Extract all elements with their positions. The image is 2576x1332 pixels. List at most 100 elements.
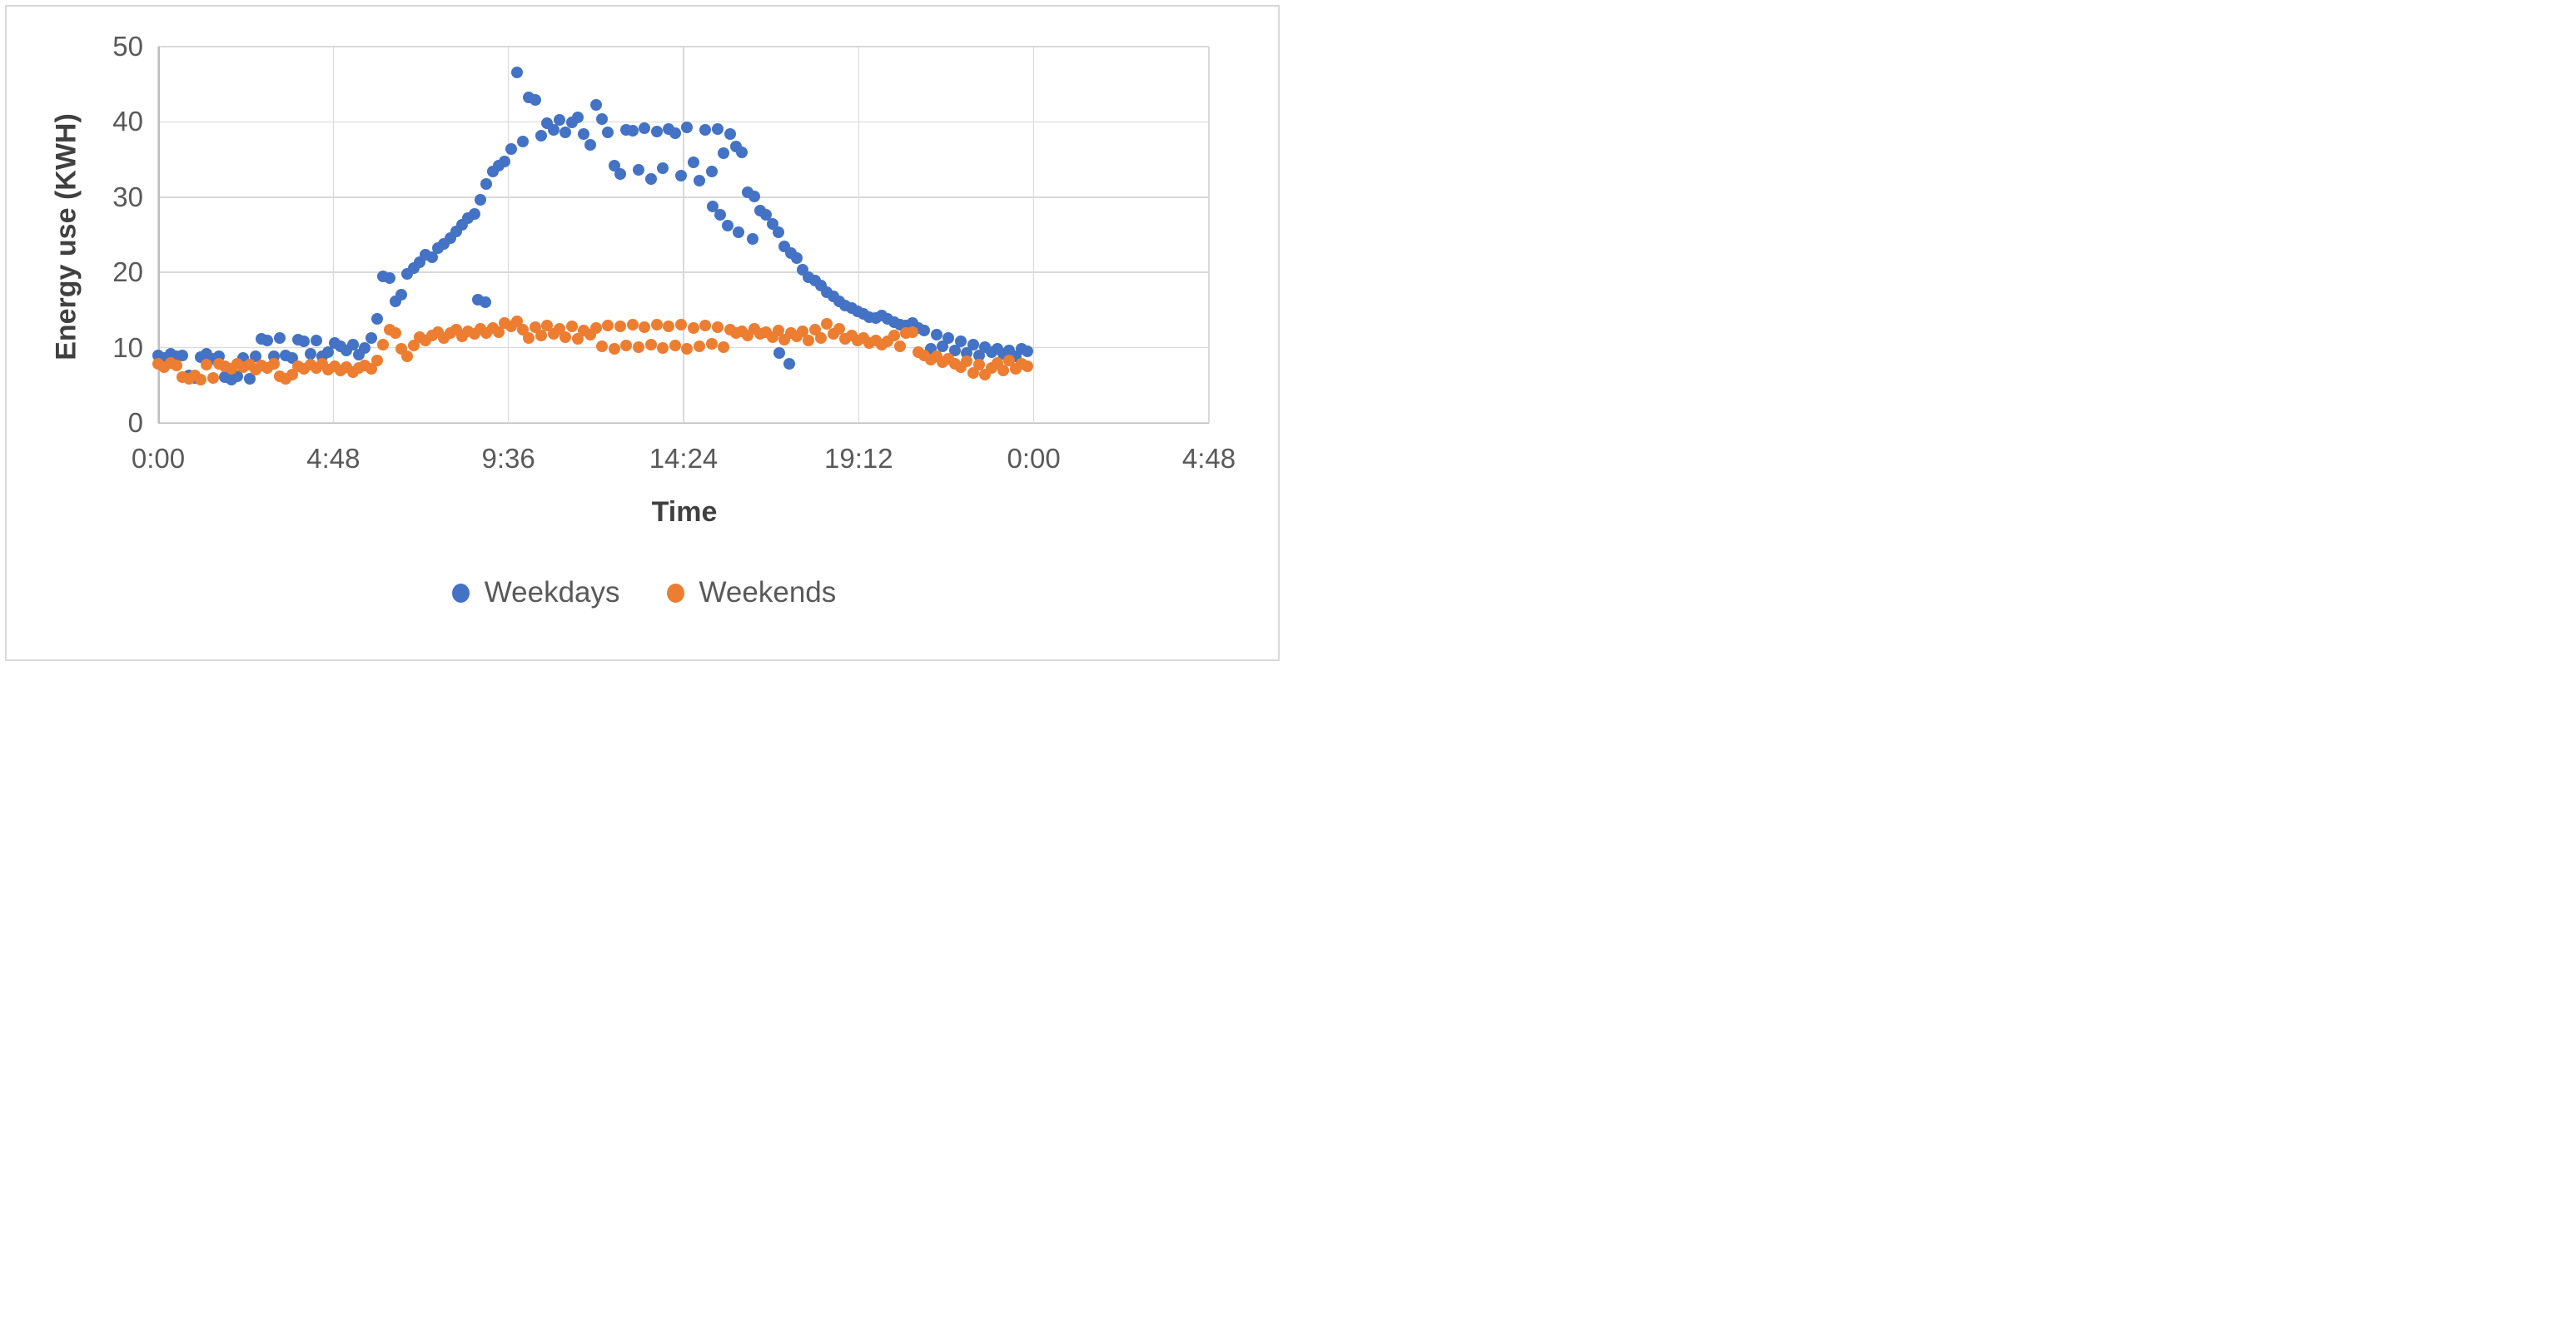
- data-point-weekends: [657, 341, 669, 354]
- data-point-weekends: [693, 340, 705, 352]
- data-point-weekends: [821, 317, 833, 330]
- data-point-weekdays: [177, 349, 189, 361]
- data-point-weekdays: [322, 346, 335, 359]
- weekends-marker-icon: [666, 583, 684, 603]
- data-point-weekdays: [480, 177, 493, 190]
- data-point-weekdays: [942, 331, 955, 344]
- data-point-weekends: [718, 340, 730, 353]
- data-point-weekdays: [736, 147, 748, 159]
- data-point-weekends: [663, 321, 675, 333]
- data-point-weekends: [626, 319, 639, 331]
- data-point-weekdays: [748, 190, 760, 202]
- data-point-weekdays: [773, 346, 786, 359]
- data-point-weekends: [705, 338, 718, 350]
- x-axis-tick-label: 0:00: [1007, 443, 1061, 474]
- data-point-weekdays: [395, 289, 408, 301]
- data-point-weekends: [614, 321, 627, 333]
- data-point-weekdays: [596, 112, 609, 125]
- chart-legend: Weekdays Weekends: [0, 576, 1288, 609]
- data-point-weekdays: [274, 331, 286, 344]
- legend-label-weekdays: Weekdays: [484, 576, 620, 609]
- data-point-weekends: [535, 330, 548, 342]
- data-point-weekdays: [425, 251, 438, 264]
- x-axis-line: [158, 422, 1209, 424]
- data-point-weekdays: [475, 194, 487, 206]
- y-axis-tick-label: 20: [112, 256, 143, 288]
- data-point-weekdays: [930, 329, 942, 341]
- data-point-weekends: [797, 325, 809, 337]
- y-axis-title: Energy use (KWH): [50, 113, 82, 360]
- data-point-weekends: [602, 320, 614, 332]
- data-point-weekdays: [687, 157, 699, 169]
- data-point-weekdays: [510, 66, 523, 78]
- data-point-weekends: [906, 326, 918, 338]
- data-point-weekdays: [505, 142, 517, 155]
- data-point-weekdays: [370, 313, 383, 326]
- data-point-weekdays: [693, 174, 705, 186]
- x-axis-tick-label: 14:24: [649, 443, 719, 474]
- data-point-weekdays: [681, 121, 694, 133]
- data-point-weekends: [267, 358, 280, 370]
- scatter-chart-figure: 0:00 4:48 9:36 14:24 19:12 0:00 4:48 0 10 20 30 40 5…: [0, 0, 1288, 666]
- data-point-weekdays: [383, 272, 395, 285]
- data-point-weekdays: [657, 162, 669, 174]
- data-point-weekends: [377, 338, 390, 350]
- data-point-weekdays: [359, 341, 371, 354]
- x-axis-tick-label: 4:48: [306, 443, 361, 474]
- data-point-weekends: [711, 321, 724, 334]
- data-point-weekdays: [644, 173, 657, 186]
- data-point-weekdays: [517, 135, 530, 147]
- data-point-weekends: [632, 340, 644, 353]
- data-point-weekdays: [675, 170, 688, 182]
- data-point-weekdays: [639, 122, 651, 134]
- data-point-weekends: [687, 322, 699, 335]
- y-axis-tick-label: 30: [112, 181, 143, 212]
- data-point-weekends: [972, 359, 985, 371]
- x-axis-tick-label: 0:00: [131, 443, 186, 474]
- data-point-weekdays: [589, 98, 602, 111]
- data-point-weekends: [893, 340, 906, 352]
- data-point-weekends: [815, 331, 828, 344]
- y-axis-tick-label: 40: [112, 106, 143, 137]
- data-point-weekends: [997, 364, 1010, 376]
- data-point-weekdays: [967, 338, 979, 350]
- data-point-weekdays: [699, 124, 712, 137]
- v-gridline: [683, 47, 684, 423]
- y-axis-tick-label: 0: [127, 407, 143, 438]
- x-axis-title: Time: [651, 496, 718, 528]
- data-point-weekdays: [790, 252, 803, 265]
- data-point-weekdays: [1022, 345, 1034, 358]
- x-axis-tick-label: 19:12: [824, 443, 893, 474]
- data-point-weekdays: [535, 129, 548, 142]
- data-point-weekdays: [669, 127, 681, 139]
- figure-border: [5, 5, 1280, 661]
- plot-area: [152, 46, 1210, 424]
- data-point-weekends: [401, 350, 414, 363]
- data-point-weekdays: [772, 226, 784, 239]
- legend-label-weekends: Weekends: [699, 576, 837, 609]
- data-point-weekends: [1022, 360, 1034, 373]
- data-point-weekdays: [547, 124, 559, 137]
- data-point-weekdays: [559, 127, 572, 139]
- v-gridline: [858, 47, 860, 423]
- data-point-weekdays: [650, 126, 663, 138]
- data-point-weekdays: [707, 200, 719, 212]
- data-point-weekdays: [632, 164, 644, 176]
- data-point-weekends: [833, 323, 845, 335]
- data-point-weekends: [675, 319, 688, 331]
- data-point-weekends: [961, 355, 973, 367]
- data-point-weekends: [523, 331, 535, 344]
- data-point-weekdays: [732, 226, 744, 239]
- legend-item-weekdays: Weekdays: [451, 576, 620, 609]
- data-point-weekends: [286, 369, 298, 381]
- data-point-weekends: [772, 324, 784, 336]
- v-gridline: [1032, 47, 1035, 423]
- data-point-weekends: [206, 371, 219, 384]
- data-point-weekdays: [760, 209, 773, 221]
- x-axis-tick-label: 4:48: [1181, 443, 1236, 474]
- data-point-weekends: [644, 338, 657, 350]
- data-point-weekends: [596, 340, 609, 352]
- data-point-weekends: [565, 321, 578, 333]
- data-point-weekdays: [747, 232, 759, 245]
- data-point-weekends: [650, 318, 663, 331]
